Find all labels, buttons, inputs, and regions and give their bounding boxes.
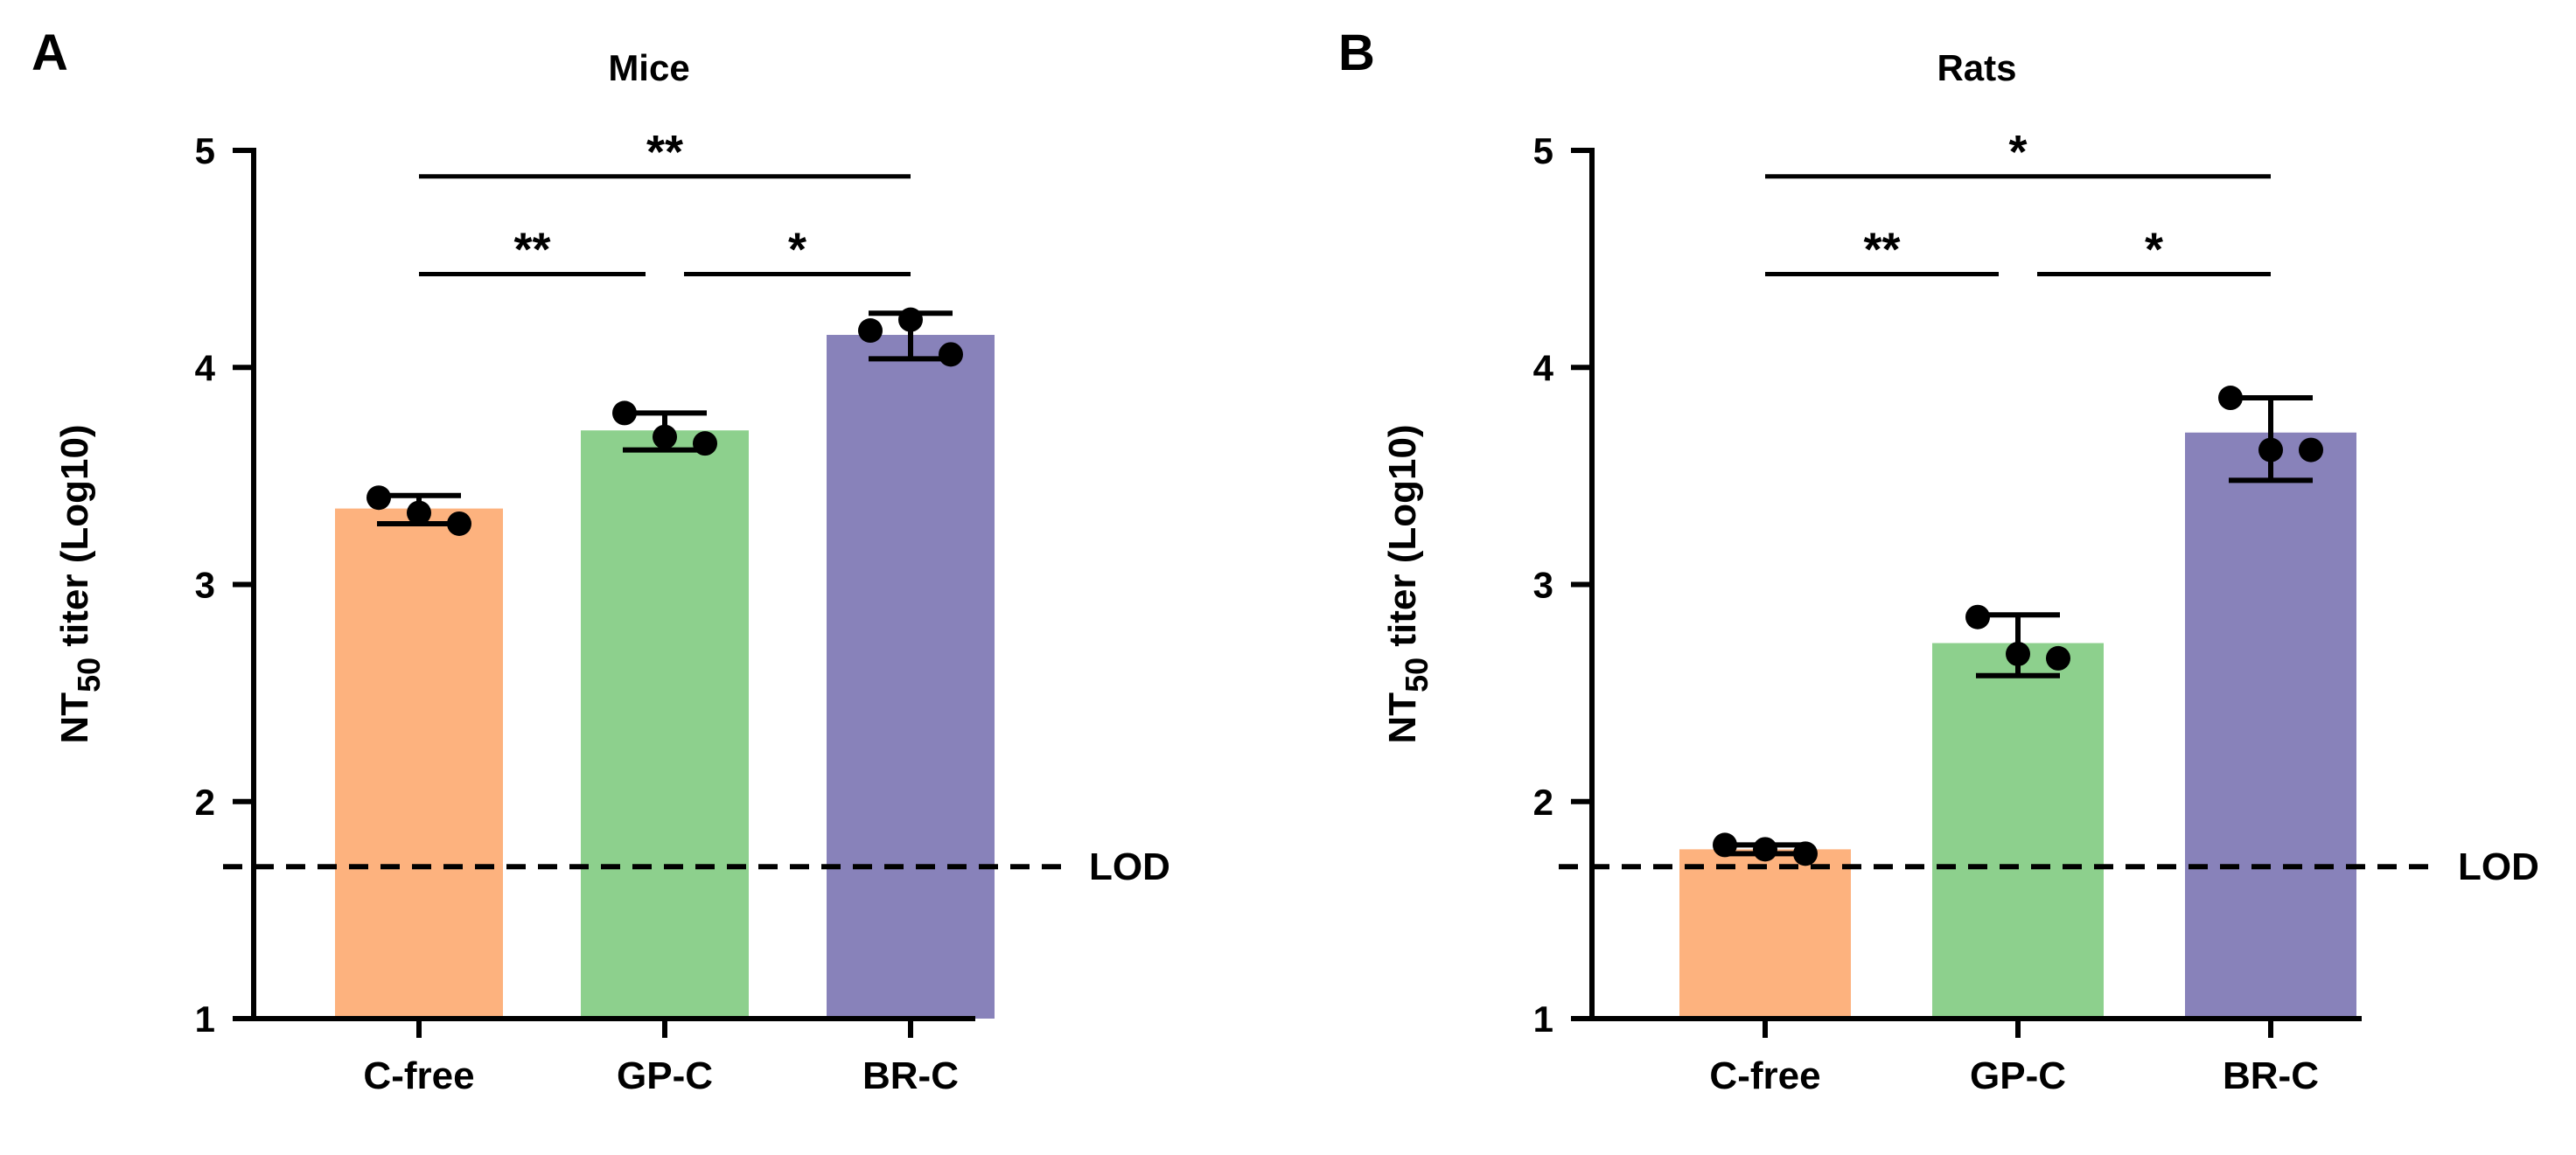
significance-label: * [2145, 224, 2163, 276]
significance-labels: ** ** * [513, 126, 806, 276]
data-point [2046, 645, 2070, 671]
data-point [612, 400, 637, 426]
bar [1932, 643, 2104, 1019]
chart-title: Rats [1937, 47, 2016, 88]
panel-b: B Rats NT50 titer (Log10) 1 2 3 4 5 C-fr… [1338, 24, 2539, 1097]
panel-letter: B [1338, 24, 1375, 81]
x-category-label: GP-C [1970, 1054, 2066, 1097]
y-tick-label: 3 [195, 565, 215, 606]
significance-label: ** [513, 224, 550, 276]
significance-labels: * ** * [1863, 126, 2163, 276]
y-tick-label: 3 [1533, 565, 1553, 606]
bar [2185, 432, 2356, 1019]
y-tick-labels: 1 2 3 4 5 [195, 130, 216, 1040]
data-point [1753, 837, 1777, 862]
y-tick-label: 1 [195, 998, 215, 1040]
bar [581, 430, 749, 1019]
data-point [367, 485, 391, 511]
significance-label: * [2008, 126, 2027, 178]
plot-marks [223, 148, 1072, 1038]
significance-label: ** [646, 126, 683, 178]
y-tick-label: 5 [1533, 130, 1553, 171]
panel-letter: A [31, 24, 68, 81]
data-point [1793, 841, 1818, 866]
x-category-label: C-free [1709, 1054, 1820, 1097]
significance-label: * [788, 224, 806, 276]
chart-title: Mice [608, 47, 689, 88]
y-tick-labels: 1 2 3 4 5 [1533, 130, 1554, 1040]
plot-marks [1559, 148, 2440, 1038]
y-axis-label: NT50 titer (Log10) [53, 424, 107, 743]
panel-a: A Mice NT50 titer (Log10) 1 2 3 4 5 C-fr… [31, 24, 1170, 1097]
y-axis-label: NT50 titer (Log10) [1381, 424, 1435, 743]
y-tick-label: 4 [195, 347, 216, 388]
data-point [2258, 437, 2283, 463]
lod-label: LOD [2458, 845, 2539, 888]
significance-label: ** [1863, 224, 1900, 276]
y-tick-label: 5 [195, 130, 215, 171]
data-point [858, 318, 883, 344]
data-point [898, 307, 923, 332]
lod-label: LOD [1089, 845, 1170, 888]
data-point [447, 511, 471, 536]
x-category-labels: C-free GP-C BR-C [363, 1054, 959, 1097]
x-category-label: GP-C [617, 1054, 713, 1097]
x-category-label: BR-C [862, 1054, 959, 1097]
data-point [653, 424, 677, 449]
data-point [407, 500, 431, 525]
data-point [2218, 386, 2243, 411]
y-tick-label: 4 [1533, 347, 1554, 388]
bar [1679, 849, 1851, 1019]
x-category-label: C-free [363, 1054, 474, 1097]
x-category-labels: C-free GP-C BR-C [1709, 1054, 2319, 1097]
data-point [2299, 437, 2323, 463]
data-point [1965, 604, 1990, 630]
bar [827, 335, 995, 1019]
data-point [2006, 641, 2030, 666]
data-point [939, 342, 963, 367]
x-category-label: BR-C [2223, 1054, 2319, 1097]
data-point [693, 431, 717, 456]
y-tick-label: 2 [1533, 782, 1553, 823]
y-tick-label: 2 [195, 782, 215, 823]
bar [335, 508, 503, 1019]
data-point [1713, 832, 1737, 858]
y-tick-label: 1 [1533, 998, 1553, 1040]
